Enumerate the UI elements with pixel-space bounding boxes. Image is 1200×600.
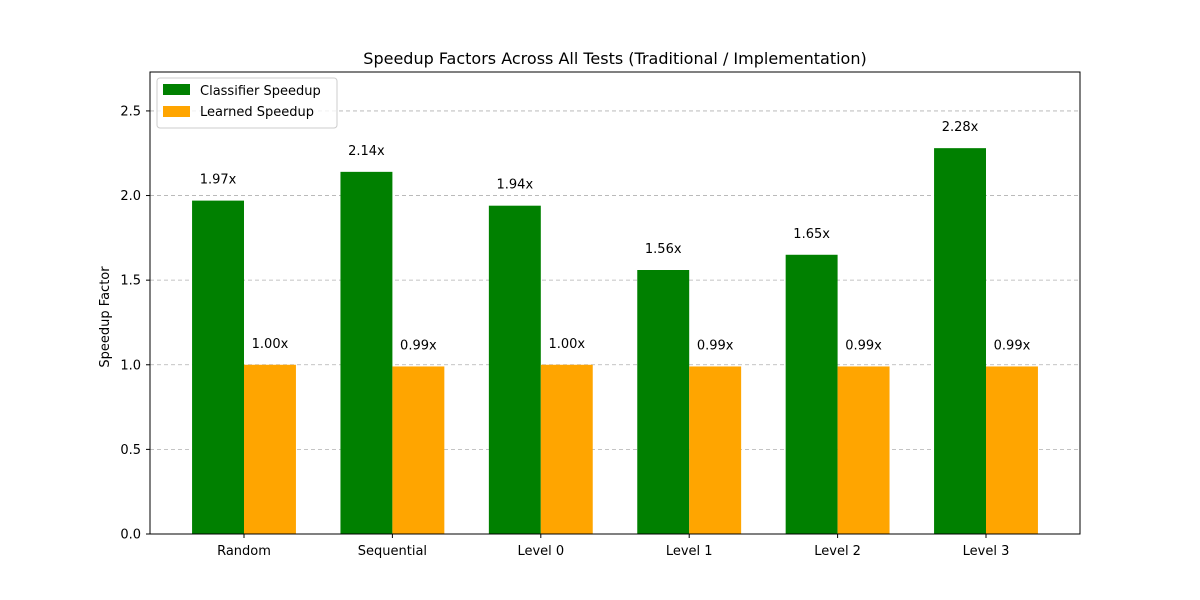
data-label-learned: 1.00x	[548, 337, 585, 352]
plot-frame	[149, 71, 1081, 535]
x-tick-label: Level 2	[814, 544, 861, 559]
y-tick-label: 1.0	[120, 358, 141, 373]
bar-learned	[244, 364, 296, 534]
data-label-classifier: 2.14x	[348, 144, 385, 159]
bar-learned	[392, 366, 445, 534]
bar-classifier	[785, 254, 838, 534]
y-tick-label: 1.5	[120, 274, 141, 289]
bars	[192, 148, 1038, 534]
data-labels: 1.97x 1.00x 2.14x 0.99x 1.94x 1.00x 1.56x 0.99x…	[200, 120, 1031, 353]
legend-label-classifier: Classifier Speedup	[200, 84, 321, 99]
bar-classifier	[934, 148, 986, 534]
data-label-classifier: 1.65x	[793, 227, 830, 242]
x-axis-ticks: Random Sequential Level 0 Level 1 Level 2 Lev…	[217, 534, 1009, 559]
y-tick-label: 2.0	[120, 189, 141, 204]
bar-classifier	[637, 270, 690, 534]
y-tick-label: 2.5	[120, 104, 141, 119]
bar-learned	[837, 366, 890, 534]
axes-frame	[149, 71, 1081, 535]
x-tick-label: Level 3	[963, 544, 1010, 559]
data-label-learned: 0.99x	[400, 338, 437, 353]
x-tick-label: Level 1	[666, 544, 713, 559]
chart-title: Speedup Factors Across All Tests (Tradit…	[363, 49, 866, 68]
data-label-learned: 0.99x	[994, 338, 1031, 353]
data-label-learned: 0.99x	[697, 338, 734, 353]
bar-learned	[689, 366, 742, 534]
data-label-classifier: 1.94x	[497, 178, 534, 193]
legend-label-learned: Learned Speedup	[200, 105, 314, 120]
bar-classifier	[340, 171, 393, 534]
data-label-classifier: 2.28x	[942, 120, 979, 135]
data-label-classifier: 1.97x	[200, 173, 237, 188]
legend: Classifier Speedup Learned Speedup	[156, 77, 338, 129]
data-label-learned: 0.99x	[845, 338, 882, 353]
x-tick-label: Level 0	[517, 544, 564, 559]
data-label-learned: 1.00x	[252, 337, 289, 352]
legend-swatch-learned	[163, 106, 190, 117]
legend-box	[156, 77, 338, 129]
y-axis-ticks: 0.0 0.5 1.0 1.5 2.0 2.5	[120, 104, 150, 543]
data-label-classifier: 1.56x	[645, 242, 682, 257]
x-tick-label: Sequential	[358, 544, 427, 559]
y-axis-label: Speedup Factor	[98, 266, 113, 368]
legend-swatch-classifier	[163, 84, 190, 95]
bar-classifier	[488, 205, 541, 534]
x-tick-label: Random	[217, 544, 271, 559]
y-tick-label: 0.5	[120, 443, 141, 458]
bar-classifier	[192, 200, 244, 534]
bar-learned	[540, 364, 593, 534]
y-tick-label: 0.0	[120, 528, 141, 543]
bar-learned	[986, 366, 1038, 534]
